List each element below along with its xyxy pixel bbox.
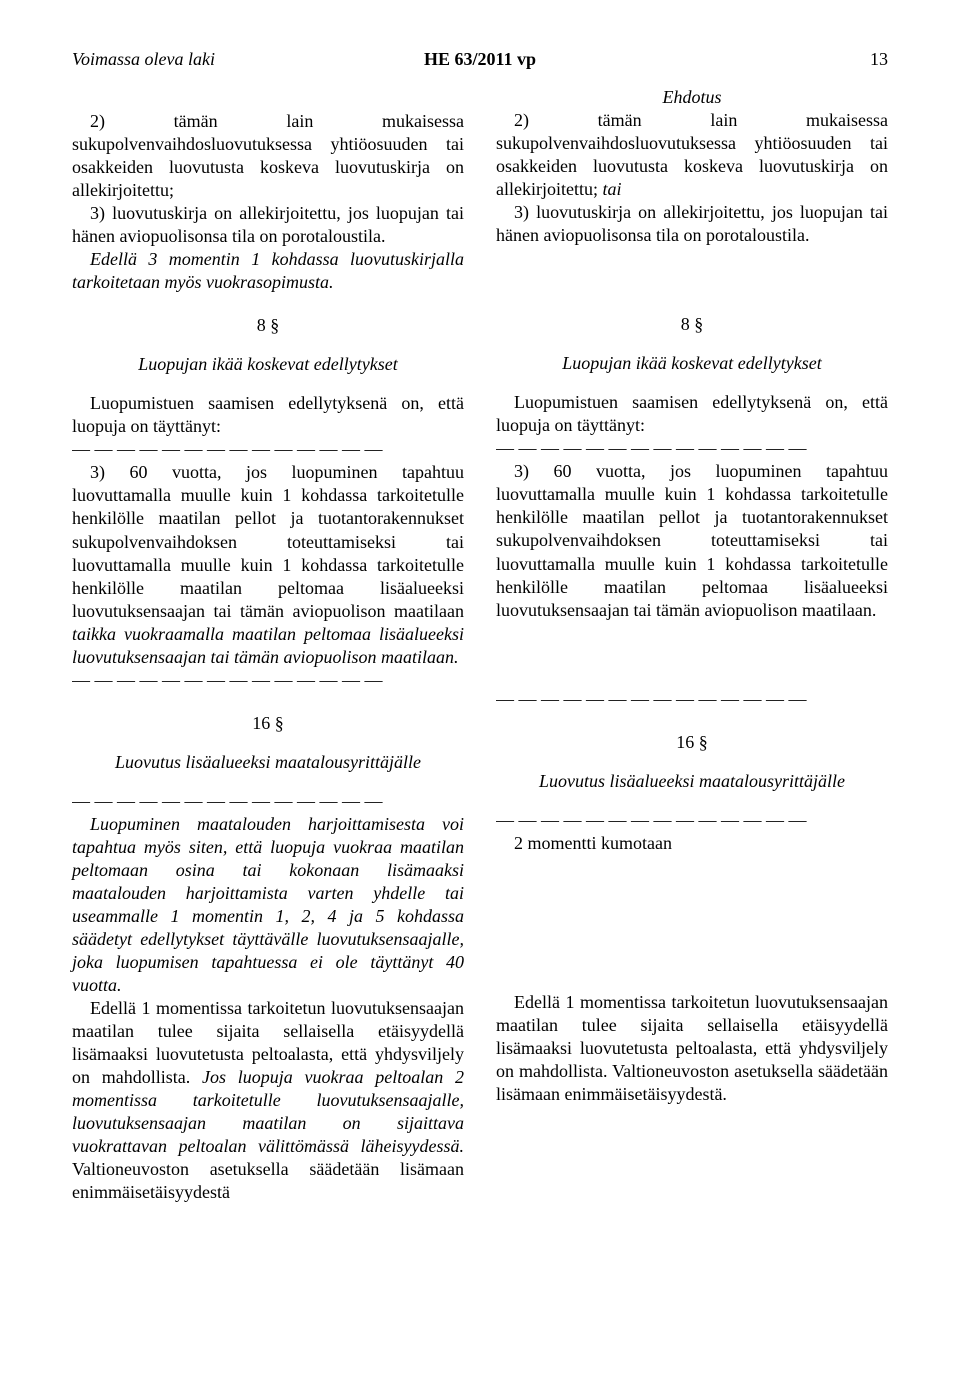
right-dashes-2: — — — — — — — — — — — — — — xyxy=(496,688,888,711)
left-dashes-1: — — — — — — — — — — — — — — xyxy=(72,438,464,461)
header-right-label: Ehdotus xyxy=(496,86,888,109)
left-para-edella: Edellä 3 momentin 1 kohdassa luovutuskir… xyxy=(72,248,464,294)
right-dashes-3: — — — — — — — — — — — — — — xyxy=(496,809,888,832)
left-dashes-3: — — — — — — — — — — — — — — xyxy=(72,790,464,813)
left-s8-body-a: 3) 60 vuotta, jos luopuminen tapahtuu lu… xyxy=(72,462,464,620)
page-number: 13 xyxy=(870,48,888,71)
left-s16-num: 16 § xyxy=(72,712,464,735)
left-s16-p1: Luopuminen maatalouden harjoittamisesta … xyxy=(72,813,464,997)
columns-wrap: 2) tämän lain mukaisessa sukupolvenvaihd… xyxy=(72,86,888,1204)
right-s16-p2: Edellä 1 momentissa tarkoitetun luovutuk… xyxy=(496,991,888,1106)
right-s8-num: 8 § xyxy=(496,313,888,336)
left-dashes-2: — — — — — — — — — — — — — — xyxy=(72,669,464,692)
right-para-2-main: 2) tämän lain mukaisessa sukupolvenvaihd… xyxy=(496,110,888,199)
right-s8-title: Luopujan ikää koskevat edellytykset xyxy=(496,352,888,375)
left-s8-num: 8 § xyxy=(72,314,464,337)
left-s16-p1-text: Luopuminen maatalouden harjoittamisesta … xyxy=(72,814,464,995)
left-para-2: 2) tämän lain mukaisessa sukupolvenvaihd… xyxy=(72,110,464,202)
right-para-2-tail: tai xyxy=(598,179,622,199)
left-s16-p2-c: Valtioneuvoston asetuksella säädetään li… xyxy=(72,1159,464,1202)
right-column: Ehdotus 2) tämän lain mukaisessa sukupol… xyxy=(496,86,888,1204)
left-para-3: 3) luovutuskirja on allekirjoitettu, jos… xyxy=(72,202,464,248)
left-s16-title: Luovutus lisäalueeksi maatalousyrittäjäl… xyxy=(72,751,464,774)
left-s8-body: 3) 60 vuotta, jos luopuminen tapahtuu lu… xyxy=(72,461,464,668)
left-column: 2) tämän lain mukaisessa sukupolvenvaihd… xyxy=(72,86,464,1204)
left-s8-body-b: taikka vuokraamalla maatilan peltomaa li… xyxy=(72,624,464,667)
left-para-edella-text: Edellä 3 momentin 1 kohdassa luovutuskir… xyxy=(72,249,464,292)
left-s16-p2: Edellä 1 momentissa tarkoitetun luovutuk… xyxy=(72,997,464,1204)
header-center-title: HE 63/2011 vp xyxy=(72,48,888,71)
left-s8-intro: Luopumistuen saamisen edellytyksenä on, … xyxy=(72,392,464,438)
right-s8-body: 3) 60 vuotta, jos luopuminen tapahtuu lu… xyxy=(496,460,888,621)
right-para-3: 3) luovutuskirja on allekirjoitettu, jos… xyxy=(496,201,888,247)
right-s16-p1: 2 momentti kumotaan xyxy=(496,832,888,855)
right-para-2: 2) tämän lain mukaisessa sukupolvenvaihd… xyxy=(496,109,888,201)
right-s16-title: Luovutus lisäalueeksi maatalousyrittäjäl… xyxy=(496,770,888,793)
right-s8-intro: Luopumistuen saamisen edellytyksenä on, … xyxy=(496,391,888,437)
page-header: Voimassa oleva laki HE 63/2011 vp 13 xyxy=(72,48,888,76)
right-s16-num: 16 § xyxy=(496,731,888,754)
left-s8-title: Luopujan ikää koskevat edellytykset xyxy=(72,353,464,376)
right-dashes-1: — — — — — — — — — — — — — — xyxy=(496,437,888,460)
